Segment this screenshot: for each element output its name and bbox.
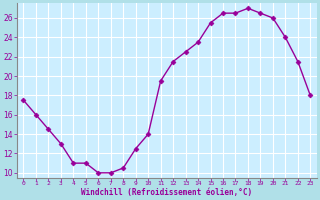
- X-axis label: Windchill (Refroidissement éolien,°C): Windchill (Refroidissement éolien,°C): [81, 188, 252, 197]
